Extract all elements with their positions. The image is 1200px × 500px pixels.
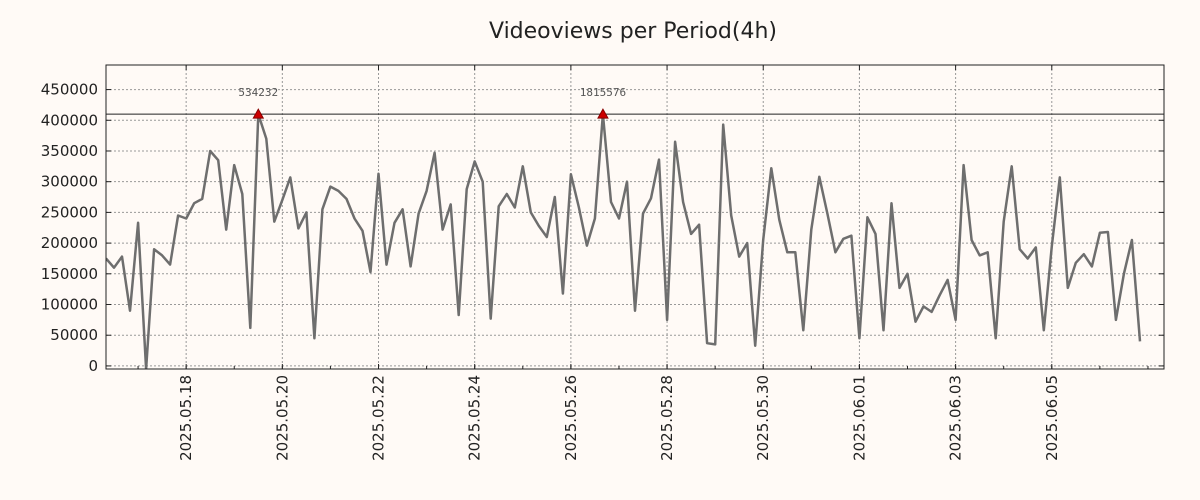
peak-marker xyxy=(597,108,609,119)
y-tick-label: 250000 xyxy=(41,203,98,221)
peak-marker xyxy=(252,108,265,119)
chart-title: Videoviews per Period(4h) xyxy=(489,19,777,44)
plot-frame xyxy=(105,64,1165,370)
annotations: 534232 1815576 xyxy=(238,86,626,119)
y-tick-label: 0 xyxy=(88,357,98,375)
series-line xyxy=(106,112,1142,369)
x-tick-label: 2025.05.24 xyxy=(466,375,484,461)
y-tick-label: 300000 xyxy=(41,173,98,191)
y-tick-label: 150000 xyxy=(41,265,98,283)
x-tick-label: 2025.05.30 xyxy=(754,375,772,461)
y-tick-label: 350000 xyxy=(41,142,98,160)
peak-label: 1815576 xyxy=(580,86,626,99)
x-tick-label: 2025.05.18 xyxy=(177,375,195,461)
y-tick-label: 50000 xyxy=(50,326,98,344)
x-tick-label: 2025.06.05 xyxy=(1043,375,1061,461)
y-tick-label: 400000 xyxy=(41,111,98,129)
x-tick-label: 2025.06.03 xyxy=(947,375,965,461)
x-tick-label: 2025.05.20 xyxy=(273,375,291,461)
y-axis: 0 50000 100000 150000 200000 250000 300000 3500… xyxy=(41,81,1164,375)
x-tick-label: 2025.05.22 xyxy=(370,375,388,461)
x-axis: 2025.05.18 2025.05.20 2025.05.22 2025.05.24… xyxy=(137,65,1149,461)
series-group xyxy=(106,112,1142,369)
x-tick-label: 2025.06.01 xyxy=(850,375,868,461)
y-tick-label: 450000 xyxy=(41,81,98,99)
x-tick-label: 2025.05.26 xyxy=(562,375,580,461)
peak-label: 534232 xyxy=(238,86,278,99)
y-tick-label: 200000 xyxy=(41,234,98,252)
y-tick-label: 100000 xyxy=(41,296,98,314)
x-tick-label: 2025.05.28 xyxy=(658,375,676,461)
